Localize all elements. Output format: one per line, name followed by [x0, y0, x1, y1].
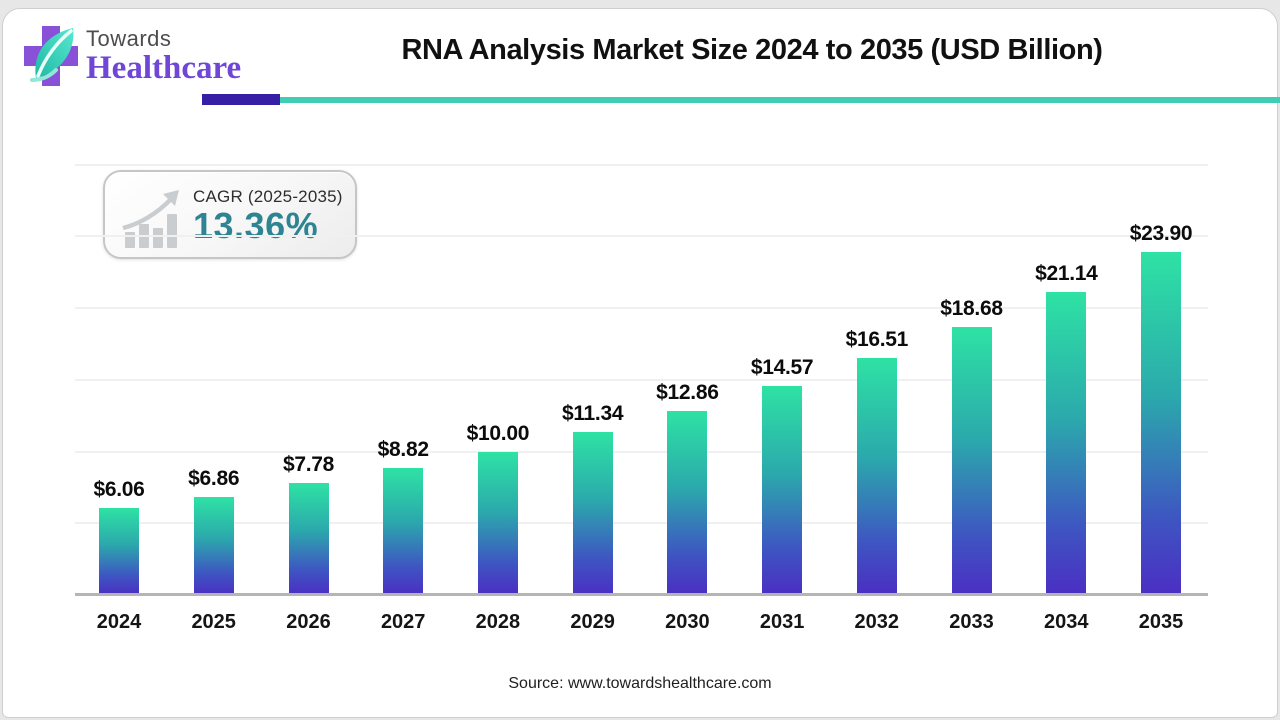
gridline-15: [75, 378, 1208, 381]
bar-value-label-2033: $18.68: [940, 296, 1003, 320]
x-tick-label-2035: 2035: [1138, 611, 1184, 633]
gridline-5: [75, 522, 1208, 525]
bar-2032: [856, 358, 897, 595]
bar-value-label-2035: $23.90: [1129, 222, 1193, 245]
cross-leaf-icon: [24, 26, 78, 86]
x-tick-label-2034: 2034: [1044, 611, 1089, 633]
bar-2034: [1046, 291, 1087, 595]
bar-value-label-2026: $7.78: [282, 453, 335, 477]
bar-value-label-2030: $12.86: [656, 380, 719, 404]
x-tick-label-2025: 2025: [191, 611, 236, 633]
page-title: RNA Analysis Market Size 2024 to 2035 (U…: [401, 34, 1103, 66]
x-tick-label-2030: 2030: [665, 611, 710, 633]
x-tick-label-2027: 2027: [380, 611, 426, 633]
bar-2024: [99, 508, 139, 595]
bar-value-label-2029: $11.34: [561, 402, 624, 426]
bar-2031: [762, 385, 803, 595]
brand-name-bottom: Healthcare: [86, 50, 242, 86]
bar-value-label-2034: $21.14: [1035, 261, 1098, 285]
x-tick-label-2031: 2031: [759, 611, 805, 633]
cagr-texts: CAGR (2025-2035) 13.36%: [193, 187, 343, 245]
bar-2028: [477, 451, 518, 595]
bar-2025: [193, 496, 234, 595]
bar-value-label-2027: $8.82: [377, 438, 429, 462]
bar-value-label-2028: $10.00: [466, 421, 530, 445]
bar-2030: [667, 410, 708, 595]
cagr-value: 13.36%: [193, 204, 319, 246]
gridline-25: [75, 235, 1208, 238]
bar-value-label-2031: $14.57: [750, 355, 814, 379]
x-tick-label-2026: 2026: [286, 611, 331, 633]
bar-2027: [383, 468, 424, 595]
divider-purple-segment: [202, 94, 280, 105]
gridline-10: [75, 450, 1208, 453]
bar-value-label-2024: $6.06: [93, 478, 145, 501]
source-note: Source: www.towardshealthcare.com: [508, 675, 772, 692]
x-axis-line: [75, 593, 1208, 596]
growth-bars-arrow-icon: [122, 189, 179, 248]
brand-logo: Towards Healthcare: [18, 20, 241, 88]
brand-name: Towards Healthcare: [86, 26, 241, 88]
x-tick-label-2024: 2024: [96, 611, 142, 633]
bar-value-label-2025: $6.86: [188, 466, 240, 490]
gridline-20: [75, 307, 1208, 309]
bar-value-label-2032: $16.51: [845, 328, 909, 352]
x-tick-label-2032: 2032: [854, 611, 900, 633]
cagr-badge: CAGR (2025-2035) 13.36%: [103, 170, 357, 259]
bar-2026: [288, 483, 329, 595]
brand-name-top: Towards: [86, 26, 172, 51]
x-tick-label-2033: 2033: [949, 611, 994, 633]
cagr-label: CAGR (2025-2035): [193, 186, 343, 206]
gridline-30: [75, 163, 1208, 166]
divider-teal-line: [280, 97, 1280, 103]
bar-2035: [1141, 252, 1181, 595]
bar-2033: [951, 326, 992, 595]
x-tick-label-2029: 2029: [570, 611, 615, 633]
bar-2029: [572, 432, 613, 595]
x-tick-label-2028: 2028: [475, 611, 521, 633]
